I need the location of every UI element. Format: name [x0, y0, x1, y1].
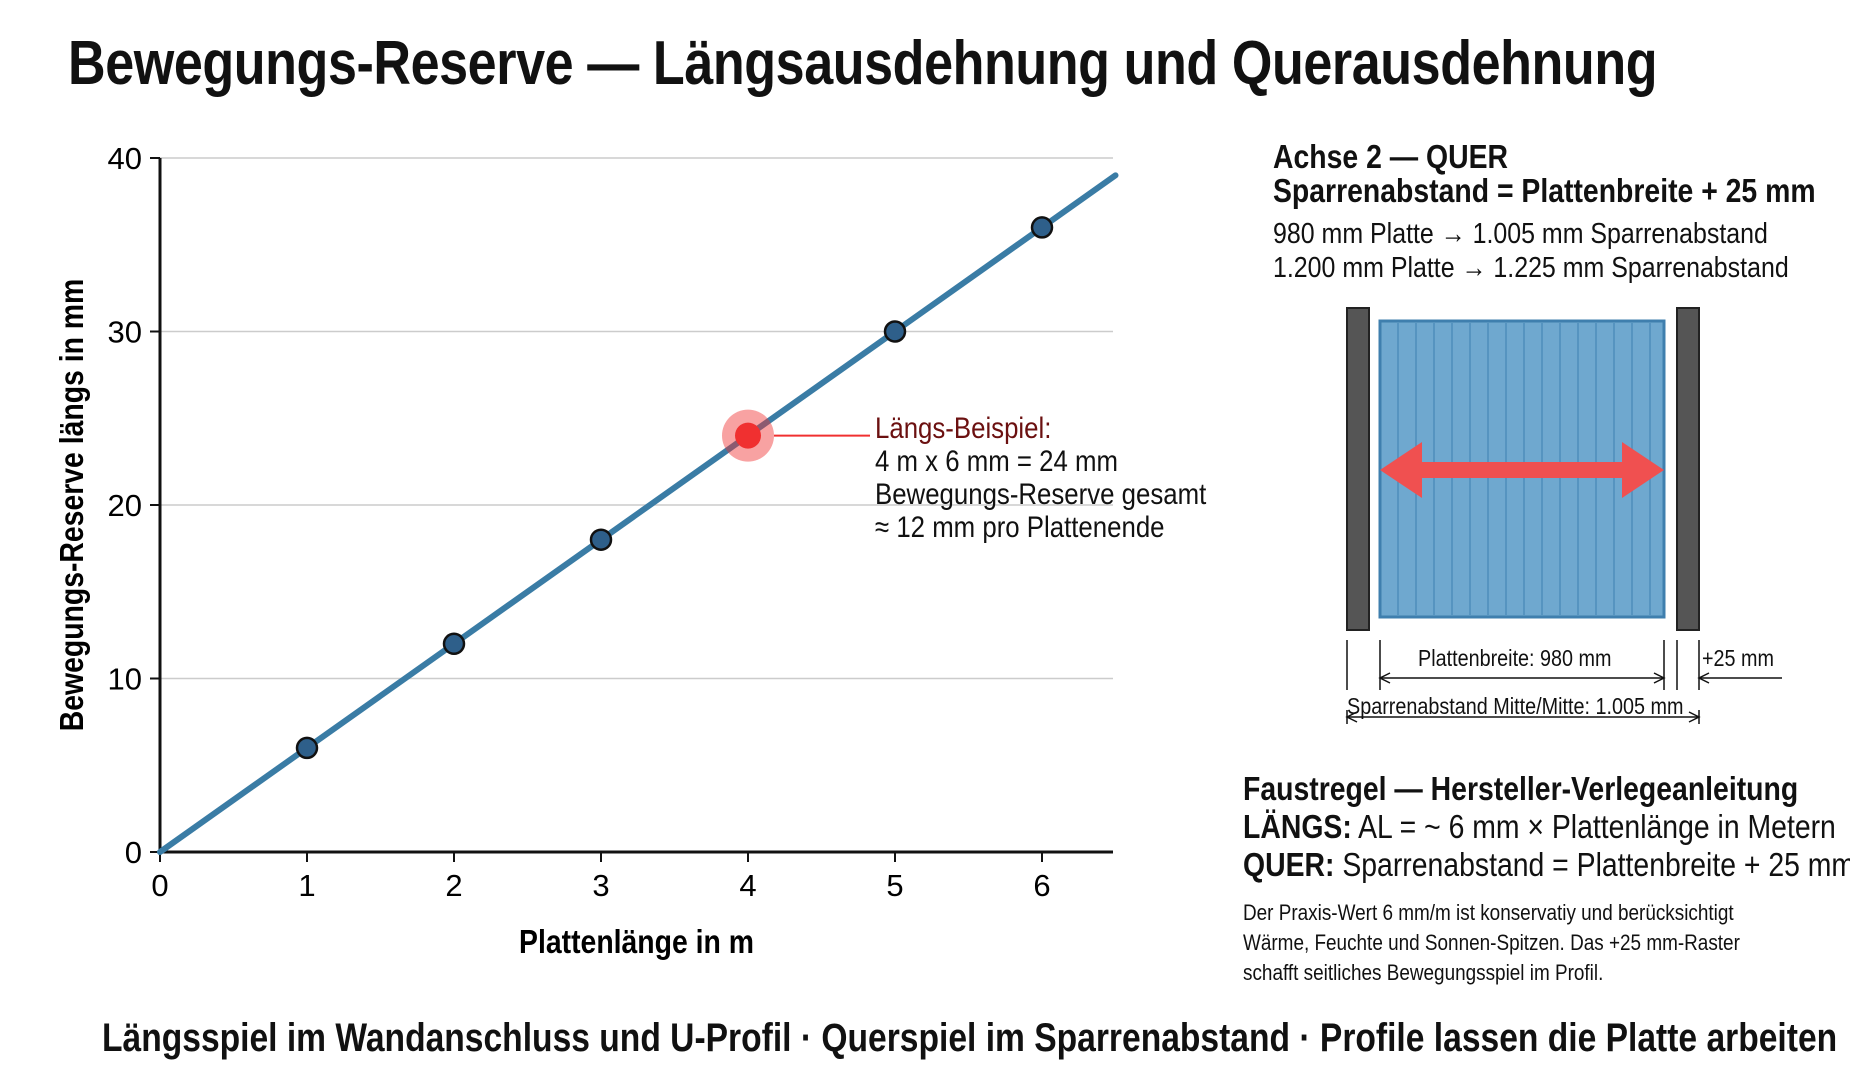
y-tick-label: 30	[108, 315, 142, 350]
data-point	[589, 528, 613, 551]
rule-note-2: Wärme, Feuchte und Sonnen-Spitzen. Das +…	[1243, 930, 1740, 955]
annotation-title: Längs-Beispiel:	[875, 412, 1052, 445]
rafter-left	[1346, 307, 1370, 631]
chart: 0 10 20 30 40 0 1 2 3 4 5 6 Bewegungs-Reserve längs…	[53, 141, 1119, 961]
rule-laengs: LÄNGS: AL = ~ 6 mm × Plattenlänge in Met…	[1243, 808, 1836, 846]
rule-quer: QUER: Sparrenabstand = Plattenbreite + 2…	[1243, 846, 1850, 884]
rule-laengs-text: AL = ~ 6 mm × Plattenlänge in Metern	[1351, 808, 1836, 845]
dim-panel-width: Plattenbreite: 980 mm	[1418, 645, 1612, 671]
series-line	[157, 172, 1119, 855]
rule-note-3: schafft seitliches Bewegungsspiel im Pro…	[1243, 960, 1604, 985]
x-tick-label: 2	[445, 868, 462, 903]
rule-note-1: Der Praxis-Wert 6 mm/m ist konservatiy u…	[1243, 900, 1734, 925]
data-point	[1030, 216, 1054, 239]
page-title: Bewegungs-Reserve — Längsausdehnung und …	[68, 29, 1658, 98]
x-tick-label: 4	[739, 868, 756, 903]
annotation-line-3: ≈ 12 mm pro Plattenende	[875, 511, 1165, 544]
x-tick-label: 0	[151, 868, 168, 903]
tick-labels: 0 10 20 30 40 0 1 2 3 4 5 6	[108, 141, 1051, 903]
expansion-arrow	[1380, 442, 1664, 498]
series	[157, 172, 1119, 855]
y-tick-label: 10	[108, 662, 142, 697]
panel-diagram	[1345, 307, 1782, 724]
rule-heading: Faustregel — Hersteller-Verlegeanleitung	[1243, 770, 1799, 807]
rule-quer-label: QUER:	[1243, 846, 1335, 883]
x-tick-label: 1	[298, 868, 315, 903]
x-tick-label: 3	[592, 868, 609, 903]
data-point	[295, 736, 319, 760]
annotation-line-1: 4 m x 6 mm = 24 mm	[875, 445, 1119, 478]
dim-plus-25: +25 mm	[1702, 645, 1775, 671]
y-tick-label: 40	[108, 141, 142, 176]
footer-caption: Längsspiel im Wandanschluss und U-Profil…	[102, 1016, 1838, 1060]
rule-laengs-label: LÄNGS:	[1243, 808, 1352, 845]
x-tick-label: 6	[1033, 868, 1050, 903]
axis2-heading: Achse 2 — QUER	[1273, 138, 1508, 175]
rule-quer-text: Sparrenabstand = Plattenbreite + 25 mm	[1334, 846, 1850, 883]
axis2-subheading: Sparrenabstand = Plattenbreite + 25 mm	[1273, 172, 1816, 209]
rafter-right	[1676, 307, 1700, 631]
annotation-line-2: Bewegungs-Reserve gesamt	[875, 478, 1207, 511]
x-axis-label: Plattenlänge in m	[519, 923, 754, 961]
x-tick-label: 5	[886, 868, 903, 903]
dimension-lines	[1345, 640, 1782, 724]
axes	[150, 157, 1113, 862]
highlight-point	[735, 422, 761, 449]
data-point	[442, 632, 466, 656]
axis2-example-1: 980 mm Platte → 1.005 mm Sparrenabstand	[1273, 218, 1768, 250]
axis2-example-2: 1.200 mm Platte → 1.225 mm Sparrenabstan…	[1273, 252, 1789, 284]
grid-lines	[160, 157, 1113, 680]
y-tick-label: 0	[125, 835, 142, 870]
y-axis-label: Bewegungs-Reserve längs in mm	[53, 279, 91, 731]
y-tick-label: 20	[108, 488, 142, 523]
dim-rafter-spacing: Sparrenabstand Mitte/Mitte: 1.005 mm	[1347, 693, 1684, 719]
data-point	[883, 320, 907, 343]
